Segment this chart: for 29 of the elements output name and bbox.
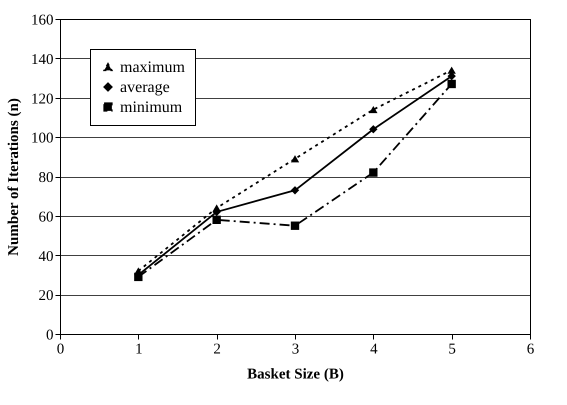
y-tick-label: 140 (31, 52, 54, 68)
y-tick-label: 80 (38, 170, 54, 186)
legend-label: minimum (120, 99, 183, 116)
point (212, 216, 221, 224)
y-axis-title: Number of Iterations (n) (6, 98, 22, 256)
x-tick-label: 4 (370, 342, 378, 358)
y-tick-label: 60 (38, 209, 54, 226)
point (369, 125, 378, 134)
point (447, 80, 456, 88)
point (290, 222, 300, 230)
x-tick-label: 3 (292, 342, 300, 358)
x-tick-label: 0 (56, 342, 64, 358)
y-tick-label: 100 (31, 130, 54, 147)
x-tick-label: 6 (526, 342, 535, 358)
y-tick-label: 40 (38, 248, 54, 265)
point (290, 186, 300, 194)
legend-label: maximum (120, 59, 186, 76)
y-tick-label: 20 (38, 288, 54, 304)
x-tick-label: 2 (213, 342, 221, 358)
x-axis-title: Basket Size (B) (247, 366, 344, 382)
point (369, 168, 378, 177)
x-tick-label: 5 (448, 342, 456, 358)
x-tick-label: 1 (135, 342, 143, 358)
point (290, 155, 300, 162)
point (369, 106, 378, 114)
y-tick-label: 120 (31, 91, 54, 108)
y-tick-label: 160 (31, 12, 54, 28)
y-tick-label: 0 (46, 328, 54, 344)
legend-label: average (120, 79, 170, 96)
